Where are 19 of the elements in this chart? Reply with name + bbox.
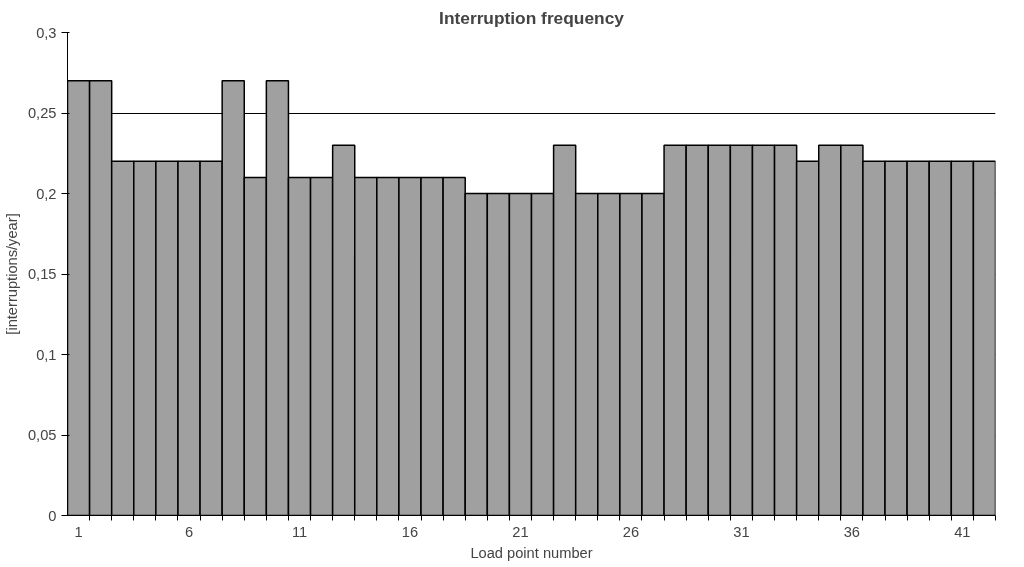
x-tick-label: 1 <box>74 523 83 540</box>
x-tick-label: 26 <box>622 523 640 540</box>
x-tick-label: 41 <box>954 523 971 540</box>
chart-title: Interruption frequency <box>439 7 625 28</box>
y-tick-label: 0,3 <box>36 24 57 41</box>
y-tick-label: 0,25 <box>27 105 57 121</box>
y-tick-label: 0,1 <box>36 346 57 363</box>
x-tick-label: 11 <box>291 523 308 540</box>
y-axis-title: [interruptions/year] <box>3 213 20 335</box>
y-tick-label: 0,2 <box>36 185 57 202</box>
x-tick-label: 16 <box>401 523 419 540</box>
x-tick-label: 36 <box>843 523 861 540</box>
x-tick-label: 6 <box>184 523 194 540</box>
x-tick-label: 21 <box>512 523 529 540</box>
x-tick-label: 31 <box>733 523 750 540</box>
y-tick-label: 0,05 <box>27 427 57 443</box>
x-axis-title: Load point number <box>470 544 593 561</box>
y-tick-label: 0,15 <box>27 266 57 282</box>
y-tick-label: 0 <box>48 507 57 524</box>
